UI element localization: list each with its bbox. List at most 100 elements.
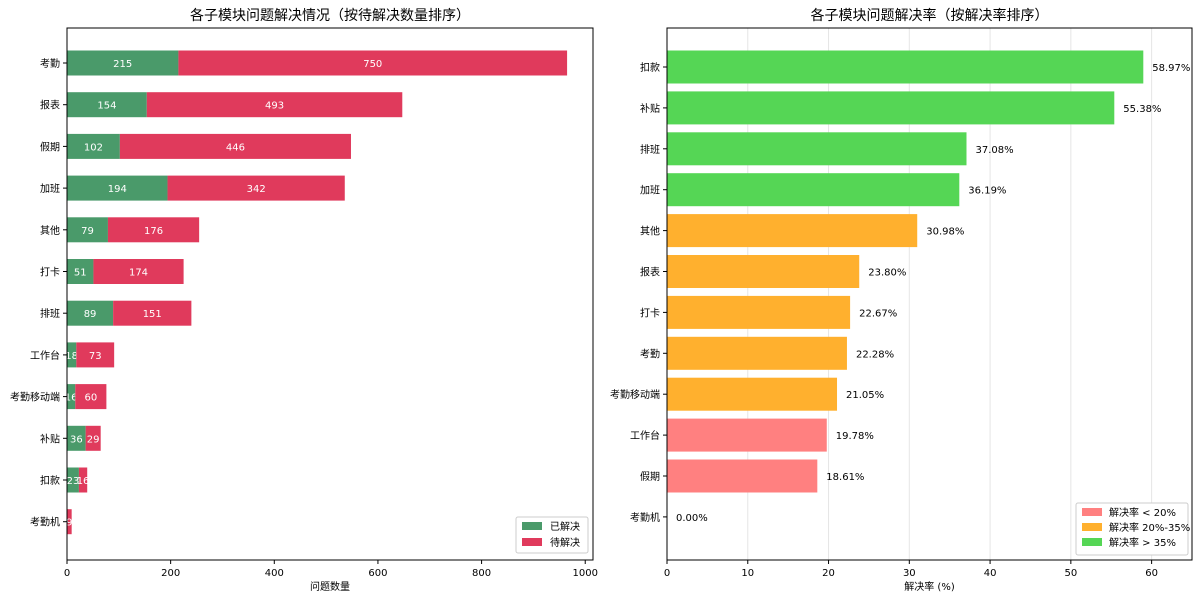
legend-swatch xyxy=(1082,508,1102,516)
x-tick-label: 0 xyxy=(664,568,670,579)
bar-pending xyxy=(85,425,101,451)
y-tick-label: 补贴 xyxy=(40,432,60,445)
data-label: 51 xyxy=(74,268,87,279)
y-tick-label: 假期 xyxy=(640,470,660,483)
y-tick-label: 加班 xyxy=(640,185,660,197)
legend-swatch xyxy=(522,522,542,530)
y-tick-label: 扣款 xyxy=(640,61,660,74)
data-label: 29 xyxy=(87,434,100,445)
bar-rate xyxy=(667,255,860,288)
data-label: 73 xyxy=(89,351,102,362)
bar-resolved xyxy=(67,133,120,159)
bar-resolved xyxy=(67,50,179,76)
data-label: 36 xyxy=(70,434,83,445)
bar-pending xyxy=(78,467,88,493)
x-tick-label: 50 xyxy=(1064,568,1077,579)
legend: 解决率 < 20% 解决率 20%-35% 解决率 > 35% xyxy=(1075,502,1190,556)
legend-label: 解决率 20%-35% xyxy=(1109,521,1190,534)
y-tick-label: 打卡 xyxy=(40,266,60,279)
data-label: 23 xyxy=(67,476,80,487)
data-label: 55.38% xyxy=(1123,104,1161,115)
legend-label: 已解决 xyxy=(550,520,580,533)
bar-pending xyxy=(178,50,568,76)
bar-rate xyxy=(667,336,847,370)
bar-resolved xyxy=(67,425,86,451)
bar-pending xyxy=(167,175,345,201)
bar-resolved xyxy=(67,175,168,201)
data-label: 9 xyxy=(66,518,72,529)
bar-rate xyxy=(667,50,1144,84)
y-tick-label: 其他 xyxy=(640,225,660,238)
axes-frame xyxy=(66,27,594,561)
data-label: 194 xyxy=(108,184,127,195)
bar-resolved xyxy=(67,342,77,368)
data-label: 58.97% xyxy=(1152,63,1190,74)
y-tick-label: 假期 xyxy=(40,140,60,153)
y-tick-label: 排班 xyxy=(640,143,660,156)
y-tick-label: 扣款 xyxy=(40,474,60,487)
data-label: 16 xyxy=(77,476,90,487)
x-tick-label: 20 xyxy=(822,568,835,579)
bar-resolved xyxy=(67,92,147,118)
bar-rate xyxy=(667,214,918,248)
chart-0: 各子模块问题解决情况（按待解决数量排序） 0 200 400 600 800 1000 问题数… xyxy=(10,8,598,593)
chart-1: 各子模块问题解决率（按解决率排序） 0 10 20 30 40 50 60 解决率 (%) 扣款补… xyxy=(610,7,1193,593)
y-tick-label: 报表 xyxy=(640,266,660,279)
data-label: 22.67% xyxy=(859,308,897,319)
legend-swatch xyxy=(1082,538,1102,546)
y-tick-label: 打卡 xyxy=(640,306,660,319)
y-tick-label: 报表 xyxy=(40,99,60,112)
data-label: 30.98% xyxy=(926,227,964,238)
x-axis-label: 解决率 (%) xyxy=(904,580,955,593)
x-tick-label: 1000 xyxy=(573,568,598,579)
bar-rate xyxy=(667,132,967,166)
data-label: 36.19% xyxy=(968,186,1006,197)
bar-resolved xyxy=(67,467,79,493)
data-label: 18.61% xyxy=(826,472,864,483)
data-label: 154 xyxy=(97,101,116,112)
x-tick-label: 600 xyxy=(368,568,387,579)
bar-rate xyxy=(667,459,818,493)
bar-pending xyxy=(119,133,351,159)
bar-pending xyxy=(113,300,192,326)
x-tick-label: 0 xyxy=(64,568,70,579)
y-tick-label: 考勤移动端 xyxy=(610,388,660,401)
bar-pending xyxy=(75,384,107,410)
y-tick-label: 工作台 xyxy=(30,349,60,362)
chart-title: 各子模块问题解决率（按解决率排序） xyxy=(811,7,1049,24)
legend-swatch xyxy=(1082,523,1102,531)
x-tick-label: 200 xyxy=(161,568,180,579)
legend-label: 待解决 xyxy=(550,536,580,549)
y-tick-label: 考勤机 xyxy=(630,511,660,524)
axes-frame xyxy=(666,27,1193,561)
bar-pending xyxy=(107,217,200,243)
y-tick-label: 其他 xyxy=(40,224,60,237)
y-tick-label: 考勤 xyxy=(40,57,60,70)
legend-label: 解决率 < 20% xyxy=(1109,506,1176,519)
bar-rate xyxy=(667,418,827,452)
bar-pending xyxy=(67,509,72,535)
y-tick-label: 工作台 xyxy=(630,429,660,442)
data-label: 19.78% xyxy=(836,431,874,442)
data-label: 21.05% xyxy=(846,390,884,401)
bar-resolved xyxy=(67,384,76,410)
data-label: 493 xyxy=(265,101,284,112)
data-label: 102 xyxy=(84,142,103,153)
y-tick-label: 考勤移动端 xyxy=(10,391,60,404)
x-axis-label: 问题数量 xyxy=(310,580,350,593)
data-label: 22.28% xyxy=(856,349,894,360)
data-label: 79 xyxy=(81,226,94,237)
legend-box xyxy=(1075,502,1189,556)
data-label: 215 xyxy=(113,59,132,70)
data-label: 0.00% xyxy=(676,513,708,524)
bar-rate xyxy=(667,377,838,411)
x-tick-label: 60 xyxy=(1145,568,1158,579)
y-tick-label: 补贴 xyxy=(640,102,660,115)
legend-swatch xyxy=(522,538,542,546)
bar-pending xyxy=(93,259,184,284)
data-label: 342 xyxy=(247,184,266,195)
y-tick-label: 考勤 xyxy=(640,347,660,360)
data-label: 174 xyxy=(129,268,148,279)
